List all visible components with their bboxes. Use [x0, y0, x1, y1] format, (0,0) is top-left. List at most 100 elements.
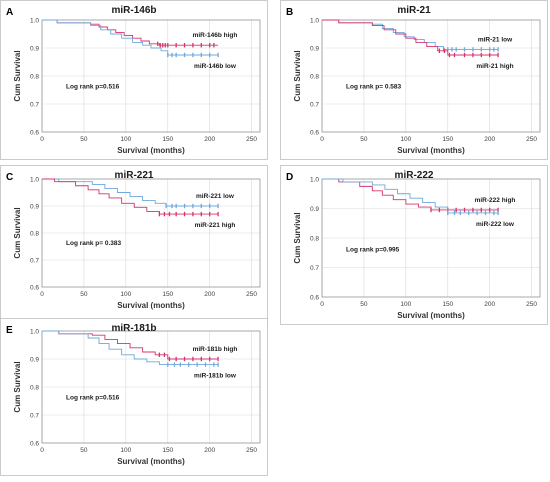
panel-frame	[0, 165, 268, 325]
logrank-annotation: Log rank p=0.995	[346, 246, 400, 253]
x-tick-label: 100	[120, 136, 131, 143]
series-label: miR-21 low	[478, 36, 513, 43]
panel-title: miR-21	[397, 5, 431, 16]
panel-frame	[0, 318, 268, 476]
x-tick-label: 250	[246, 447, 257, 454]
y-tick-label: 0.9	[310, 206, 319, 213]
y-tick-label: 0.6	[30, 440, 39, 447]
series-1	[42, 178, 219, 217]
x-tick-label: 150	[162, 447, 173, 454]
series-label: miR-222 high	[475, 197, 516, 204]
panel-b: 0 50 100 150 200 250 0.6 0.7 0.8 0.9 1.0 Survival (…	[280, 0, 548, 160]
x-tick-label: 200	[484, 301, 495, 308]
x-tick-label: 100	[400, 301, 411, 308]
logrank-annotation: Log rank p=0.516	[66, 395, 120, 402]
y-tick-label: 0.8	[310, 73, 319, 80]
series-label: miR-221 low	[196, 193, 235, 200]
x-tick-label: 50	[80, 136, 88, 143]
x-axis-title: Survival (months)	[117, 146, 185, 155]
x-tick-label: 150	[162, 291, 173, 298]
panel-frame	[0, 0, 268, 160]
series-1	[42, 19, 219, 58]
series-label: miR-146b high	[193, 32, 238, 39]
x-tick-label: 250	[246, 136, 257, 143]
x-tick-label: 250	[246, 291, 257, 298]
panel-frame	[280, 165, 548, 325]
x-tick-label: 200	[204, 447, 215, 454]
y-tick-label: 1.0	[30, 328, 39, 335]
x-tick-label: 0	[40, 291, 44, 298]
y-tick-label: 0.8	[310, 235, 319, 242]
y-tick-label: 0.9	[30, 356, 39, 363]
y-tick-label: 0.6	[30, 129, 39, 136]
series-1	[322, 178, 499, 216]
x-tick-label: 100	[400, 136, 411, 143]
panel-title: miR-221	[115, 170, 154, 181]
y-axis-title: Cum Survival	[13, 50, 22, 101]
panel-frame	[280, 0, 548, 160]
panel-letter: A	[6, 7, 13, 18]
panel-letter: C	[6, 172, 13, 183]
survival-curve	[42, 19, 219, 56]
y-tick-label: 0.6	[30, 284, 39, 291]
series-1	[42, 330, 219, 367]
survival-curve	[42, 330, 219, 366]
x-tick-label: 150	[162, 136, 173, 143]
x-tick-label: 50	[80, 291, 88, 298]
y-axis-title: Cum Survival	[293, 50, 302, 101]
y-tick-label: 0.7	[30, 257, 39, 264]
logrank-annotation: Log rank p= 0.583	[346, 84, 401, 91]
panel-letter: E	[6, 325, 13, 336]
panel-e: 0 50 100 150 200 250 0.6 0.7 0.8 0.9 1.0 Survival (…	[0, 318, 268, 476]
x-tick-label: 200	[484, 136, 495, 143]
x-tick-label: 150	[442, 301, 453, 308]
series-label: miR-21 high	[476, 63, 513, 70]
y-tick-label: 0.6	[310, 129, 319, 136]
logrank-annotation: Log rank p=0.516	[66, 84, 120, 91]
y-axis-title: Cum Survival	[13, 361, 22, 412]
x-tick-label: 50	[360, 301, 368, 308]
panel-d: 0 50 100 150 200 250 0.6 0.7 0.8 0.9 1.0 Survival (…	[280, 165, 548, 325]
x-tick-label: 0	[40, 447, 44, 454]
x-axis-title: Survival (months)	[117, 301, 185, 310]
x-tick-label: 200	[204, 136, 215, 143]
x-tick-label: 250	[526, 136, 537, 143]
x-tick-label: 0	[320, 301, 324, 308]
x-axis-title: Survival (months)	[117, 457, 185, 466]
survival-curve	[42, 178, 219, 207]
plot-area	[41, 178, 261, 288]
y-tick-label: 0.7	[310, 265, 319, 272]
y-axis-title: Cum Survival	[13, 207, 22, 258]
y-tick-label: 0.9	[310, 45, 319, 52]
series-label: miR-221 high	[195, 222, 236, 229]
x-tick-label: 250	[526, 301, 537, 308]
series-0	[42, 178, 219, 209]
x-tick-label: 0	[320, 136, 324, 143]
panel-title: miR-146b	[111, 5, 156, 16]
x-tick-label: 100	[120, 447, 131, 454]
y-tick-label: 0.7	[310, 101, 319, 108]
y-tick-label: 0.9	[30, 45, 39, 52]
series-1	[322, 19, 499, 58]
survival-curve	[322, 178, 499, 214]
y-tick-label: 1.0	[310, 176, 319, 183]
y-tick-label: 0.6	[310, 294, 319, 301]
series-label: miR-181b high	[193, 346, 238, 353]
series-label: miR-181b low	[194, 373, 237, 380]
panel-title: miR-181b	[111, 323, 156, 334]
survival-curve	[322, 19, 499, 56]
panel-title: miR-222	[395, 170, 434, 181]
y-axis-title: Cum Survival	[293, 212, 302, 263]
y-tick-label: 1.0	[30, 176, 39, 183]
y-tick-label: 0.7	[30, 101, 39, 108]
y-tick-label: 0.8	[30, 384, 39, 391]
series-label: miR-146b low	[194, 63, 237, 70]
x-axis-title: Survival (months)	[397, 146, 465, 155]
plot-area	[41, 330, 261, 444]
y-tick-label: 1.0	[310, 17, 319, 24]
panel-a: 0 50 100 150 200 250 0.6 0.7 0.8 0.9 1.0 Survival (…	[0, 0, 268, 160]
plot-area	[321, 178, 541, 298]
y-tick-label: 0.8	[30, 73, 39, 80]
